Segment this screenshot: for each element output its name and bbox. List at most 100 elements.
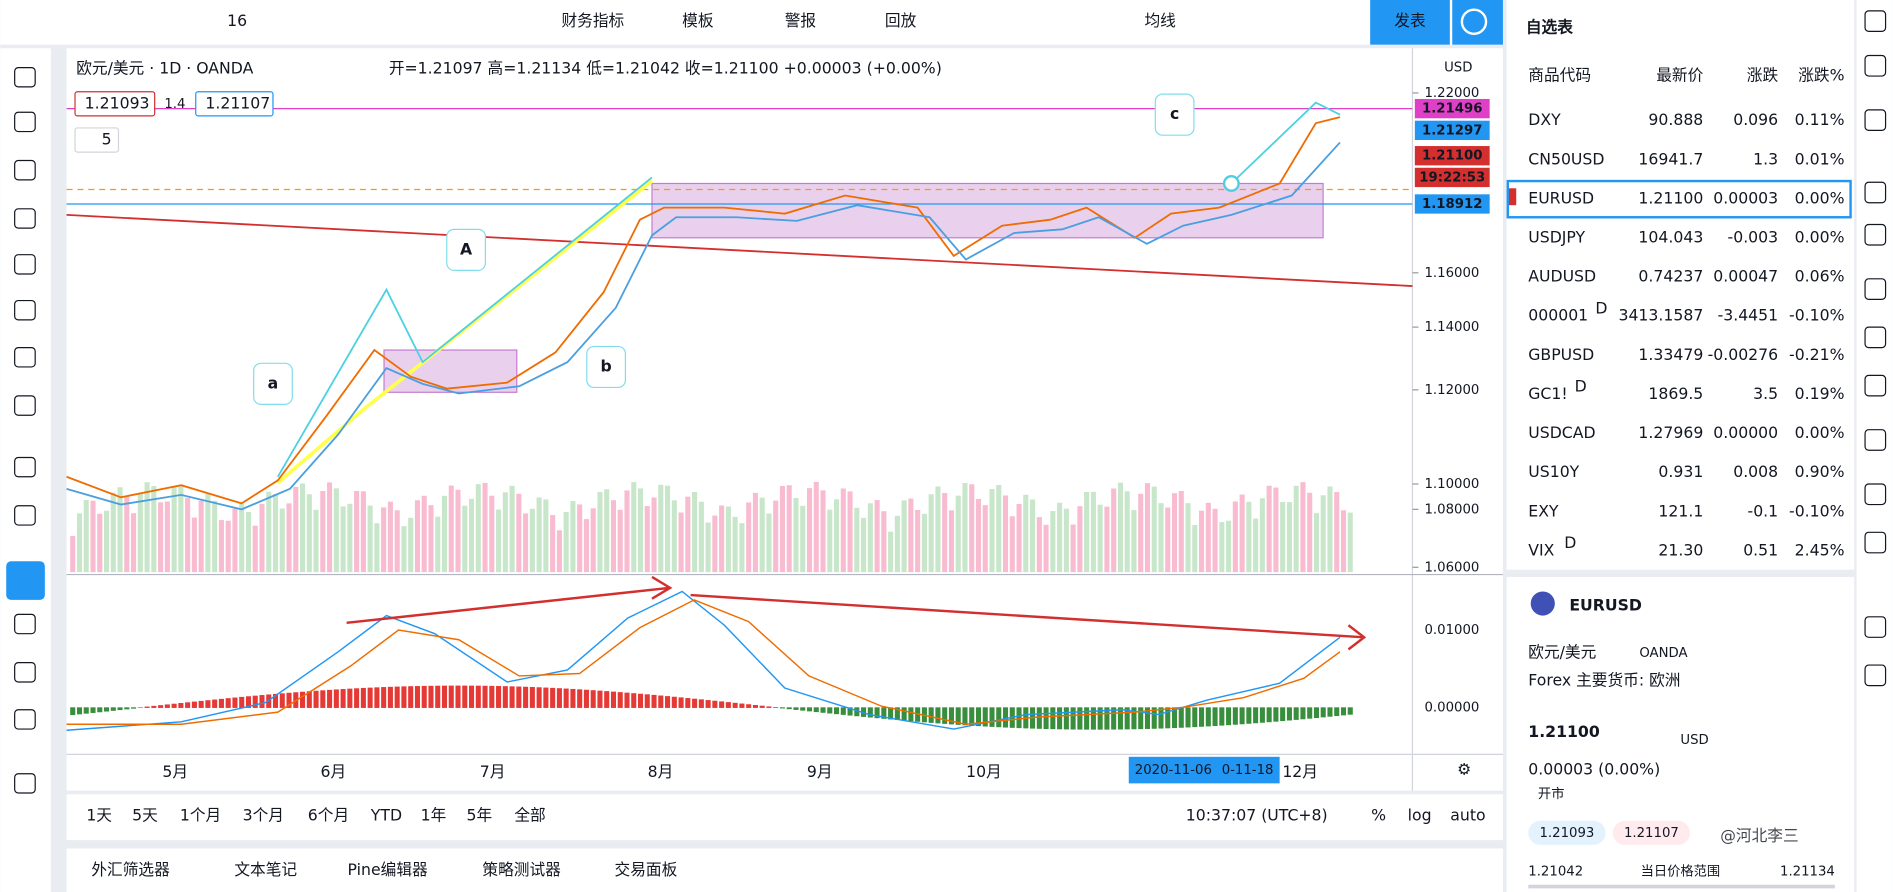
row-last: 21.30 bbox=[1658, 540, 1703, 559]
volume-bar bbox=[888, 531, 894, 573]
magnet-tool[interactable] bbox=[6, 561, 45, 600]
row-last: 0.931 bbox=[1658, 462, 1703, 481]
scale-option[interactable]: auto bbox=[1450, 805, 1485, 824]
volume-bar bbox=[759, 497, 765, 573]
volume-bar bbox=[773, 500, 779, 573]
histogram-bar bbox=[124, 707, 130, 710]
volume-bar bbox=[800, 505, 806, 573]
tool-icon[interactable] bbox=[14, 395, 36, 416]
tool-icon[interactable] bbox=[14, 208, 36, 229]
row-pct: -0.10% bbox=[1789, 501, 1845, 520]
bottom-tab[interactable]: 策略测试器 bbox=[482, 860, 561, 879]
publish-button[interactable]: 发表 bbox=[1394, 11, 1426, 30]
ask-box bbox=[195, 91, 274, 117]
price-tag bbox=[1414, 98, 1490, 119]
volume-bar bbox=[516, 493, 522, 573]
histogram-bar bbox=[1070, 707, 1076, 730]
range-bar bbox=[66, 794, 1503, 841]
range-button[interactable]: 1天 bbox=[86, 805, 112, 824]
side-icon[interactable] bbox=[1864, 531, 1887, 554]
range-button[interactable]: 3个月 bbox=[243, 805, 284, 824]
side-icon[interactable] bbox=[1864, 54, 1887, 77]
range-button[interactable]: 1年 bbox=[421, 805, 447, 824]
volume-bar bbox=[272, 494, 279, 573]
tool-icon[interactable] bbox=[14, 709, 36, 730]
volume-bar bbox=[570, 501, 576, 573]
histogram-bar bbox=[1300, 707, 1306, 720]
range-button[interactable]: 全部 bbox=[514, 805, 545, 824]
volume-bar bbox=[881, 511, 887, 573]
price-tag-label: 1.21496 bbox=[1422, 102, 1482, 117]
toolbar-button[interactable]: 警报 bbox=[785, 11, 817, 30]
side-icon[interactable] bbox=[1864, 429, 1887, 451]
volume-bar bbox=[556, 530, 562, 573]
side-icon[interactable] bbox=[1864, 664, 1887, 687]
row-symbol: DXY bbox=[1528, 110, 1561, 129]
histogram-bar bbox=[1185, 707, 1191, 728]
indicator-count[interactable]: 5 bbox=[102, 130, 112, 149]
tool-icon[interactable] bbox=[14, 66, 36, 88]
row-pct: 0.90% bbox=[1795, 462, 1845, 481]
tool-icon[interactable] bbox=[14, 159, 36, 181]
range-button[interactable]: YTD bbox=[370, 805, 402, 824]
tool-icon[interactable] bbox=[14, 505, 36, 526]
side-icon[interactable] bbox=[1864, 10, 1887, 32]
side-icon[interactable] bbox=[1864, 278, 1887, 300]
tool-icon[interactable] bbox=[14, 347, 36, 368]
histogram-bar bbox=[1111, 707, 1117, 730]
detail-change: 0.00003 (0.00%) bbox=[1528, 760, 1660, 779]
range-button[interactable]: 5年 bbox=[467, 805, 493, 824]
tool-icon[interactable] bbox=[14, 254, 36, 275]
bottom-tab[interactable]: 交易面板 bbox=[615, 860, 678, 879]
histogram-bar bbox=[509, 686, 515, 708]
volume-bar bbox=[529, 508, 535, 573]
range-box bbox=[651, 182, 1324, 239]
side-icon[interactable] bbox=[1864, 483, 1887, 506]
side-icon[interactable] bbox=[1864, 181, 1887, 204]
side-icon[interactable] bbox=[1864, 374, 1887, 397]
side-icon[interactable] bbox=[1864, 616, 1887, 638]
range-button[interactable]: 5天 bbox=[132, 805, 158, 824]
volume-bar bbox=[928, 494, 934, 573]
font-size-select[interactable]: 16 bbox=[227, 11, 247, 30]
toolbar-button[interactable]: 财务指标 bbox=[561, 11, 624, 30]
volume-bar bbox=[347, 503, 353, 573]
scale-option[interactable]: % bbox=[1371, 805, 1386, 824]
tool-icon[interactable] bbox=[14, 299, 36, 321]
publish-bg[interactable] bbox=[1370, 0, 1450, 45]
bottom-tab[interactable]: 文本笔记 bbox=[234, 860, 297, 879]
histogram-bar bbox=[448, 685, 454, 708]
side-icon[interactable] bbox=[1864, 326, 1887, 349]
histogram-bar bbox=[1340, 707, 1347, 716]
tool-icon[interactable] bbox=[14, 111, 36, 133]
volume-bar bbox=[1097, 504, 1103, 573]
range-button[interactable]: 1个月 bbox=[180, 805, 221, 824]
tool-icon[interactable] bbox=[14, 456, 36, 478]
play-bg[interactable] bbox=[1452, 0, 1503, 45]
toolbar-button[interactable]: 模板 bbox=[682, 11, 714, 30]
bottom-tab[interactable]: 外汇筛选器 bbox=[91, 860, 170, 879]
scale-option[interactable]: log bbox=[1408, 805, 1432, 824]
price-tag bbox=[1414, 167, 1490, 188]
settings-icon[interactable]: ⚙ bbox=[1457, 760, 1471, 779]
histogram-bar bbox=[834, 707, 840, 715]
volume-bar bbox=[996, 485, 1002, 573]
histogram-bar bbox=[624, 692, 630, 708]
tool-icon[interactable] bbox=[14, 773, 36, 794]
volume-bar bbox=[671, 500, 677, 573]
ma-select[interactable]: 均线 bbox=[1144, 11, 1176, 30]
volume-bar bbox=[1124, 491, 1130, 573]
tool-icon[interactable] bbox=[14, 613, 36, 635]
bottom-tab[interactable]: Pine编辑器 bbox=[348, 860, 428, 879]
side-icon[interactable] bbox=[1864, 223, 1887, 246]
volume-bar bbox=[550, 515, 556, 573]
callout-label: A bbox=[460, 239, 473, 258]
volume-bar bbox=[76, 513, 83, 573]
row-symbol: AUDUSD bbox=[1528, 267, 1596, 286]
range-button[interactable]: 6个月 bbox=[308, 805, 349, 824]
play-icon[interactable] bbox=[1460, 8, 1488, 36]
tool-icon[interactable] bbox=[14, 662, 36, 683]
side-icon[interactable] bbox=[1864, 109, 1887, 131]
toolbar-button[interactable]: 回放 bbox=[885, 11, 917, 30]
